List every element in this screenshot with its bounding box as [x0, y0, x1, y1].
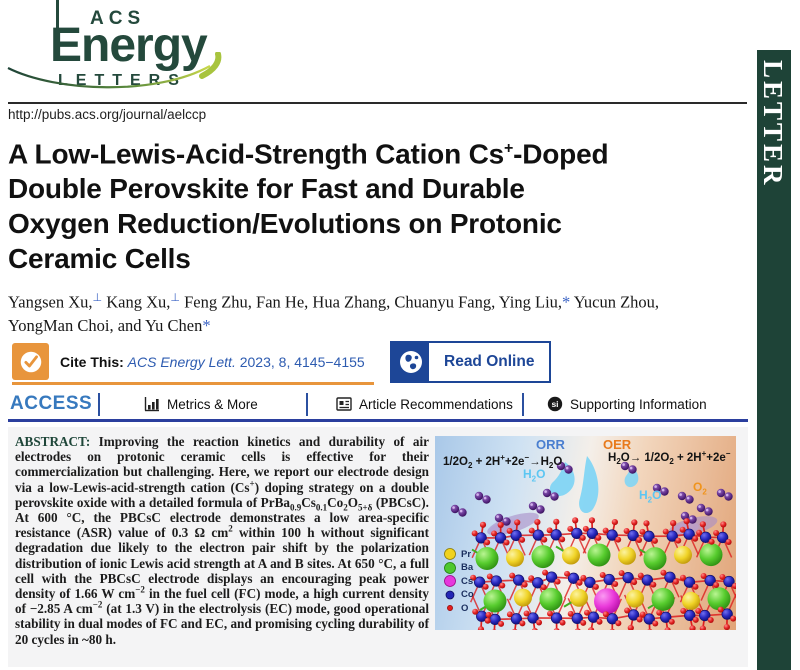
legend-item-cs: Cs	[444, 575, 474, 587]
separator	[522, 393, 524, 416]
access-bar: ACCESS Metrics & More Article Recommenda…	[10, 393, 748, 419]
cs-atom-icon	[444, 575, 456, 587]
oer-label: OER	[603, 437, 632, 452]
recommendations-label: Article Recommendations	[359, 396, 513, 412]
abstract-text: ABSTRACT: Improving the reaction kinetic…	[15, 434, 429, 647]
o2-label: O2	[693, 480, 707, 497]
journal-logo-acs: ACS	[90, 8, 146, 29]
journal-logo-energy: Energy	[50, 19, 208, 72]
read-online-label: Read Online	[444, 353, 535, 370]
supporting-information-link[interactable]: si Supporting Information	[547, 396, 707, 412]
h2o-label-right: H2O	[639, 488, 662, 505]
co-atom-icon	[445, 590, 455, 599]
article-recommendations-link[interactable]: Article Recommendations	[336, 396, 513, 412]
h2o-label-left: H2O	[523, 467, 546, 484]
journal-url-link[interactable]: http://pubs.acs.org/journal/aelccp	[8, 107, 207, 122]
cite-check-icon	[12, 343, 49, 380]
legend-item-co: Co	[444, 589, 474, 601]
atom-legend: Pr Ba Cs Co O	[444, 548, 474, 614]
abstract-body: Improving the reaction kinetics and dura…	[15, 434, 429, 647]
citation-reference: ACS Energy Lett. 2023, 8, 4145−4155	[127, 353, 365, 370]
masthead-rule	[8, 102, 747, 104]
graphical-abstract-art	[450, 456, 736, 630]
globe-icon	[392, 343, 429, 381]
logo-accent-line	[56, 0, 59, 44]
legend-item-o: O	[444, 602, 474, 614]
cite-this-label: Cite This:	[60, 353, 124, 370]
access-link[interactable]: ACCESS	[10, 393, 93, 414]
read-online-button[interactable]: Read Online	[390, 341, 552, 383]
ba-atom-icon	[444, 561, 456, 574]
abstract-label: ABSTRACT:	[15, 434, 91, 449]
abstract-panel: ABSTRACT: Improving the reaction kinetic…	[8, 427, 748, 667]
access-rule	[8, 419, 748, 422]
si-icon: si	[547, 396, 563, 412]
pr-atom-icon	[444, 548, 456, 560]
article-title: A Low-Lewis-Acid-Strength Cation Cs+-Dop…	[8, 138, 609, 275]
graphical-abstract: ORR OER 1/2O2 + 2H++2e−→H2O H2O→ 1/2O2 +…	[435, 436, 736, 630]
article-icon	[336, 397, 352, 411]
supporting-label: Supporting Information	[570, 396, 707, 412]
separator	[306, 393, 308, 416]
article-type-banner: LETTER	[757, 50, 791, 670]
separator	[98, 393, 100, 416]
oxygen-molecules	[450, 461, 733, 526]
legend-item-ba: Ba	[444, 561, 474, 574]
orr-label: ORR	[536, 437, 565, 452]
orr-equation: 1/2O2 + 2H++2e−→H2O	[443, 453, 563, 471]
oer-equation: H2O→ 1/2O2 + 2H++2e−	[608, 449, 731, 467]
legend-item-pr: Pr	[444, 548, 474, 560]
author-list: Yangsen Xu,⊥ Kang Xu,⊥ Feng Zhu, Fan He,…	[8, 292, 660, 335]
svg-text:si: si	[551, 399, 558, 409]
citation-text: Cite This: ACS Energy Lett. 2023, 8, 414…	[60, 354, 365, 370]
article-type-label: LETTER	[758, 60, 788, 188]
bar-chart-icon	[144, 397, 159, 412]
metrics-and-more-link[interactable]: Metrics & More	[144, 396, 258, 412]
perovskite-lattice	[469, 517, 736, 630]
metrics-label: Metrics & More	[167, 396, 258, 412]
cite-this-bar[interactable]: Cite This: ACS Energy Lett. 2023, 8, 414…	[12, 341, 374, 385]
logo-swoosh-icon	[7, 52, 222, 89]
o-atom-icon	[447, 605, 453, 611]
